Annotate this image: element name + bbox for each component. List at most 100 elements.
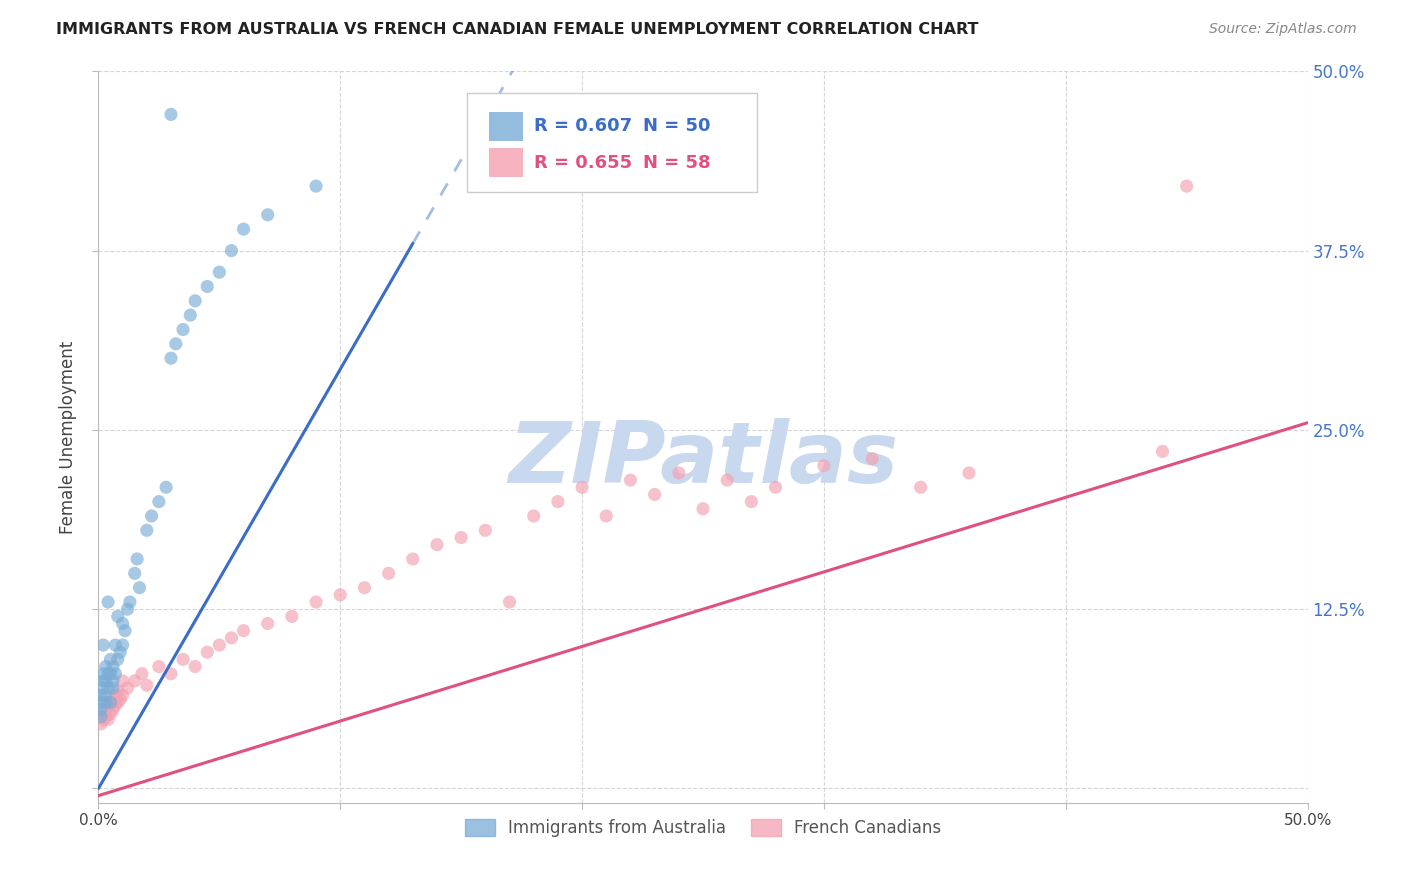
Point [104, 698, 127, 713]
Point [101, 692, 124, 706]
Point [184, 659, 207, 673]
Point [256, 208, 278, 222]
Point [94, 659, 117, 673]
Point [90, 695, 112, 709]
Point [108, 692, 131, 706]
Point [107, 684, 129, 698]
Point [450, 531, 472, 545]
Point [402, 552, 425, 566]
Point [118, 595, 141, 609]
Point [765, 480, 787, 494]
Point [124, 673, 146, 688]
Point [111, 638, 134, 652]
Text: R = 0.655: R = 0.655 [534, 153, 631, 172]
Point [117, 681, 139, 695]
Point [107, 695, 129, 709]
Point [232, 624, 254, 638]
Point [114, 624, 136, 638]
Point [1152, 444, 1174, 458]
Point [692, 501, 714, 516]
Point [91, 706, 114, 721]
Point [90, 702, 112, 716]
Point [91, 681, 114, 695]
Point [100, 666, 122, 681]
Point [101, 659, 124, 673]
Y-axis label: Female Unemployment: Female Unemployment [59, 341, 77, 533]
Point [97, 681, 120, 695]
Point [195, 279, 218, 293]
Point [860, 451, 883, 466]
Point [498, 595, 520, 609]
Point [1175, 179, 1198, 194]
Point [165, 336, 187, 351]
Point [135, 678, 157, 692]
Point [184, 293, 207, 308]
Point [426, 538, 449, 552]
Point [523, 508, 546, 523]
FancyBboxPatch shape [467, 94, 758, 192]
Point [100, 706, 122, 721]
Point [305, 595, 328, 609]
Point [644, 487, 666, 501]
Point [740, 494, 762, 508]
Point [281, 609, 304, 624]
Point [91, 673, 114, 688]
Point [716, 473, 738, 487]
Point [595, 508, 617, 523]
Point [172, 652, 194, 666]
Text: R = 0.607: R = 0.607 [534, 117, 631, 136]
Point [101, 702, 124, 716]
Point [91, 638, 114, 652]
Point [232, 222, 254, 236]
Text: ZIPatlas: ZIPatlas [508, 417, 898, 500]
Point [94, 695, 117, 709]
Point [195, 645, 218, 659]
Point [160, 351, 183, 366]
Point [94, 688, 117, 702]
Point [100, 695, 122, 709]
Point [135, 524, 157, 538]
Point [353, 581, 375, 595]
Point [141, 508, 163, 523]
Point [107, 652, 129, 666]
Point [108, 645, 131, 659]
Point [104, 638, 127, 652]
Point [124, 566, 146, 581]
Point [305, 179, 328, 194]
Point [101, 673, 124, 688]
Point [668, 466, 690, 480]
Point [619, 473, 641, 487]
Point [179, 308, 201, 322]
Point [111, 673, 134, 688]
Point [160, 107, 183, 121]
Point [957, 466, 980, 480]
Point [94, 673, 117, 688]
Point [221, 631, 243, 645]
Point [94, 702, 117, 716]
Text: IMMIGRANTS FROM AUSTRALIA VS FRENCH CANADIAN FEMALE UNEMPLOYMENT CORRELATION CHA: IMMIGRANTS FROM AUSTRALIA VS FRENCH CANA… [56, 22, 979, 37]
Legend: Immigrants from Australia, French Canadians: Immigrants from Australia, French Canadi… [457, 811, 949, 846]
Point [813, 458, 835, 473]
Point [208, 265, 231, 279]
Point [101, 681, 124, 695]
Point [256, 616, 278, 631]
Point [97, 666, 120, 681]
Point [160, 666, 183, 681]
Point [111, 616, 134, 631]
Point [97, 595, 120, 609]
Point [91, 666, 114, 681]
FancyBboxPatch shape [489, 148, 523, 178]
Point [131, 666, 153, 681]
Point [547, 494, 569, 508]
Point [90, 717, 112, 731]
Point [117, 602, 139, 616]
Point [97, 713, 120, 727]
Point [90, 710, 112, 724]
Point [91, 713, 114, 727]
Text: N = 50: N = 50 [643, 117, 710, 136]
Point [155, 480, 177, 494]
Point [910, 480, 932, 494]
Point [128, 581, 150, 595]
Point [100, 695, 122, 709]
Point [104, 688, 127, 702]
